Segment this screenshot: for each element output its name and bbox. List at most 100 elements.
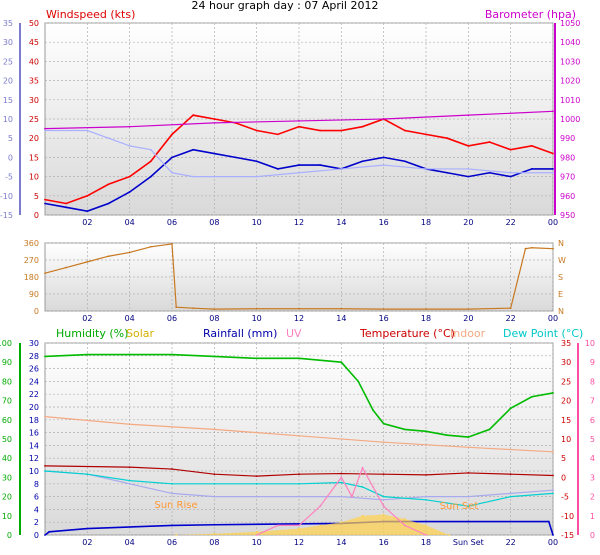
series-line-0-point <box>425 308 427 311</box>
series-solar-point <box>298 527 300 530</box>
series-uv-point <box>382 505 385 508</box>
temperature-tick-label: 0 <box>561 473 566 482</box>
x-tick-label: 22 <box>506 538 516 547</box>
windspeed-tick-label: 30 <box>29 96 39 105</box>
series-windspeed-kts-point <box>149 160 152 163</box>
series-line-1-point <box>552 168 554 170</box>
x-tick-label: 08 <box>209 218 219 227</box>
x-tick-label: 22 <box>506 314 516 323</box>
series-line-0-point <box>171 243 173 245</box>
series-line-1-point <box>86 210 89 213</box>
series-line-0-point <box>128 251 131 254</box>
humidity-tick-label: 70 <box>2 397 12 406</box>
series-line-3-point <box>552 489 554 492</box>
rainfall-tick-label: 4 <box>34 505 39 514</box>
x-tick-label: 04 <box>125 538 135 547</box>
series-barometer-hpa-point <box>552 110 554 113</box>
series-line-0-line <box>44 243 554 310</box>
x-tick-label: 22 <box>506 218 516 227</box>
series-windspeed-kts-point <box>298 125 300 128</box>
series-line-0-point <box>149 245 152 248</box>
series-humidity-point <box>298 357 300 360</box>
series-dew-point-c-point <box>44 470 46 472</box>
barometer-tick-label: 1000 <box>560 115 580 124</box>
barometer-tick-label: 950 <box>560 211 575 220</box>
series-uv-point <box>255 534 258 536</box>
series-line-2-point <box>171 171 173 174</box>
series-humidity-point <box>509 407 512 410</box>
series-line-2-point <box>107 137 110 140</box>
x-tick-label: 06 <box>167 314 177 323</box>
uv-tick-label: 3 <box>590 473 595 482</box>
series-line-1-point <box>234 156 237 159</box>
series-line-3-point <box>255 495 258 498</box>
series-humidity-point <box>255 357 258 360</box>
series-solar-point <box>361 514 364 517</box>
series-rainfall-mm-point <box>425 520 427 523</box>
outer-left-tick-label: 35 <box>3 19 13 28</box>
series-rainfall-mm-point <box>467 520 470 523</box>
series-solar-point <box>175 534 178 536</box>
series-windspeed-kts-point <box>340 129 343 132</box>
series-dew-point-c-point <box>128 479 131 482</box>
x-tick-label: Sun Set <box>453 538 484 547</box>
series-rainfall-mm-point <box>86 527 89 530</box>
series-line-1-point <box>255 160 258 163</box>
temperature-tick-label: 20 <box>561 397 571 406</box>
series-line-0-point <box>213 308 216 311</box>
humidity-tick-label: 50 <box>2 435 12 444</box>
series-line-0-point <box>552 247 554 250</box>
humidity-tick-label: 30 <box>2 473 12 482</box>
series-line-1-point <box>361 160 364 163</box>
series-line-0-point <box>255 307 258 310</box>
outer-left-tick-label: 10 <box>3 115 13 124</box>
series-barometer-hpa-point <box>382 118 385 120</box>
series-humidity-point <box>425 430 427 433</box>
series-uv-point <box>340 476 343 479</box>
series-solar-point <box>403 518 406 520</box>
uv-tick-label: 9 <box>590 358 595 367</box>
uv-tick-label: 10 <box>585 339 595 348</box>
series-barometer-hpa-point <box>467 114 470 117</box>
series-uv-point <box>425 534 427 536</box>
series-windspeed-kts-point <box>361 125 364 128</box>
series-uv-point <box>319 505 322 508</box>
rainfall-tick-label: 10 <box>29 467 39 476</box>
x-tick-label: 08 <box>209 314 219 323</box>
compass-tick-label: E <box>558 290 563 299</box>
x-tick-label: 08 <box>209 538 219 547</box>
humidity-tick-label: 60 <box>2 416 12 425</box>
x-tick-label: 04 <box>125 314 135 323</box>
series-uv-point <box>276 524 279 527</box>
series-indoor-point <box>44 415 46 418</box>
barometer-tick-label: 1050 <box>560 19 580 28</box>
direction-tick-label: 180 <box>24 273 39 282</box>
series-line-3-point <box>298 495 300 498</box>
x-tick-label: 06 <box>167 538 177 547</box>
series-temperature-c-point <box>213 473 216 476</box>
temperature-tick-label: -5 <box>561 493 569 502</box>
series-line-1-point <box>319 164 322 166</box>
series-uv-point <box>361 466 364 469</box>
series-barometer-hpa-point <box>44 127 46 130</box>
rainfall-tick-label: 24 <box>29 377 39 386</box>
series-windspeed-kts-point <box>509 148 512 151</box>
humidity-tick-label: 80 <box>2 377 12 386</box>
series-solar-point <box>448 534 451 536</box>
wind-panel: 02 04 06 08 10 12 14 16 18 20 22 0035302520151050-5… <box>0 8 580 227</box>
windspeed-tick-label: 35 <box>29 77 39 86</box>
series-humidity-point <box>340 361 343 364</box>
series-temperature-c-point <box>44 464 46 467</box>
series-line-0-point <box>530 246 533 249</box>
rainfall-tick-label: 0 <box>34 531 39 540</box>
series-windspeed-kts-point <box>65 202 68 205</box>
series-windspeed-kts-point <box>107 183 110 186</box>
series-temperature-c-point <box>425 473 427 476</box>
direction-tick-label: 90 <box>29 290 39 299</box>
series-windspeed-kts-point <box>552 152 554 155</box>
windspeed-tick-label: 45 <box>29 38 39 47</box>
series-line-0-point <box>298 307 300 310</box>
barometer-tick-label: 980 <box>560 153 575 162</box>
windspeed-tick-label: 40 <box>29 57 39 66</box>
series-line-1-point <box>107 202 110 205</box>
